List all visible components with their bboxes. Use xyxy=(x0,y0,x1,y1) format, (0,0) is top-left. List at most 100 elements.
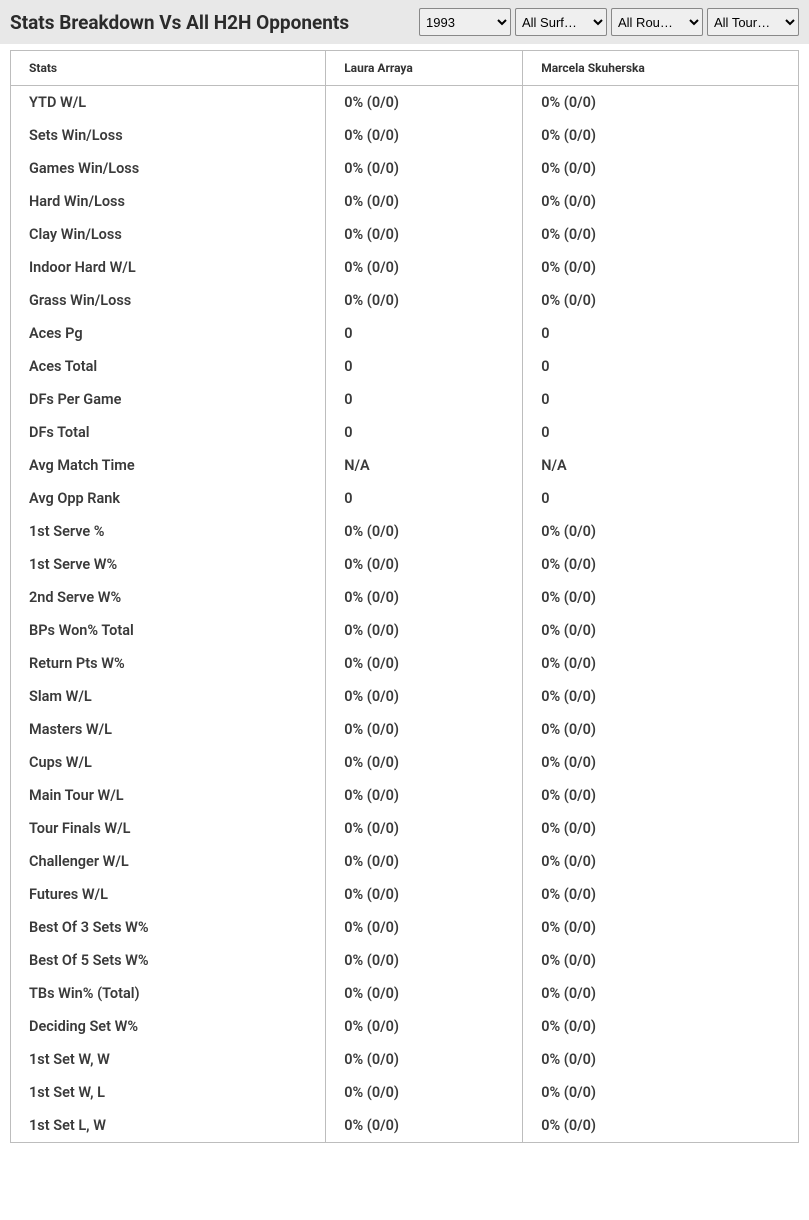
player1-value: 0% (0/0) xyxy=(326,185,523,218)
player1-value: 0 xyxy=(326,317,523,350)
table-row: Sets Win/Loss0% (0/0)0% (0/0) xyxy=(11,119,799,152)
player1-value: 0% (0/0) xyxy=(326,1076,523,1109)
table-row: Avg Match TimeN/AN/A xyxy=(11,449,799,482)
header-bar: Stats Breakdown Vs All H2H Opponents 199… xyxy=(0,0,809,44)
stat-label: Aces Total xyxy=(11,350,326,383)
player2-value: 0% (0/0) xyxy=(523,1076,799,1109)
player2-value: 0% (0/0) xyxy=(523,548,799,581)
player1-value: 0% (0/0) xyxy=(326,845,523,878)
player1-value: 0% (0/0) xyxy=(326,911,523,944)
table-row: Avg Opp Rank00 xyxy=(11,482,799,515)
table-row: Main Tour W/L0% (0/0)0% (0/0) xyxy=(11,779,799,812)
year-filter[interactable]: 1993 xyxy=(419,8,511,36)
stat-label: Main Tour W/L xyxy=(11,779,326,812)
player1-value: 0 xyxy=(326,416,523,449)
stat-label: Slam W/L xyxy=(11,680,326,713)
stat-label: Clay Win/Loss xyxy=(11,218,326,251)
stat-label: Masters W/L xyxy=(11,713,326,746)
player2-value: 0% (0/0) xyxy=(523,251,799,284)
player1-value: 0% (0/0) xyxy=(326,515,523,548)
stat-label: Avg Opp Rank xyxy=(11,482,326,515)
table-row: 2nd Serve W%0% (0/0)0% (0/0) xyxy=(11,581,799,614)
table-row: 1st Serve %0% (0/0)0% (0/0) xyxy=(11,515,799,548)
player2-value: 0% (0/0) xyxy=(523,218,799,251)
player1-value: 0% (0/0) xyxy=(326,284,523,317)
player2-value: 0 xyxy=(523,482,799,515)
table-row: 1st Set L, W0% (0/0)0% (0/0) xyxy=(11,1109,799,1143)
stat-label: DFs Per Game xyxy=(11,383,326,416)
player2-value: 0% (0/0) xyxy=(523,878,799,911)
player2-value: 0 xyxy=(523,383,799,416)
table-row: Indoor Hard W/L0% (0/0)0% (0/0) xyxy=(11,251,799,284)
stat-label: Futures W/L xyxy=(11,878,326,911)
table-row: Aces Total00 xyxy=(11,350,799,383)
player2-value: 0% (0/0) xyxy=(523,1010,799,1043)
table-row: Cups W/L0% (0/0)0% (0/0) xyxy=(11,746,799,779)
stat-label: Best Of 3 Sets W% xyxy=(11,911,326,944)
column-header-player2: Marcela Skuherska xyxy=(523,51,799,86)
stat-label: Avg Match Time xyxy=(11,449,326,482)
stat-label: Deciding Set W% xyxy=(11,1010,326,1043)
stat-label: 1st Serve % xyxy=(11,515,326,548)
player2-value: 0% (0/0) xyxy=(523,812,799,845)
player1-value: 0% (0/0) xyxy=(326,977,523,1010)
surface-filter[interactable]: All Surf… xyxy=(515,8,607,36)
table-row: DFs Total00 xyxy=(11,416,799,449)
stat-label: Tour Finals W/L xyxy=(11,812,326,845)
table-row: 1st Serve W%0% (0/0)0% (0/0) xyxy=(11,548,799,581)
stat-label: Indoor Hard W/L xyxy=(11,251,326,284)
player2-value: 0% (0/0) xyxy=(523,977,799,1010)
player1-value: 0% (0/0) xyxy=(326,680,523,713)
player1-value: 0% (0/0) xyxy=(326,1109,523,1143)
stat-label: Grass Win/Loss xyxy=(11,284,326,317)
round-filter[interactable]: All Rou… xyxy=(611,8,703,36)
player1-value: 0% (0/0) xyxy=(326,647,523,680)
table-row: Hard Win/Loss0% (0/0)0% (0/0) xyxy=(11,185,799,218)
player2-value: 0% (0/0) xyxy=(523,944,799,977)
player2-value: 0% (0/0) xyxy=(523,779,799,812)
table-row: Futures W/L0% (0/0)0% (0/0) xyxy=(11,878,799,911)
player1-value: 0% (0/0) xyxy=(326,1043,523,1076)
stat-label: YTD W/L xyxy=(11,86,326,120)
table-container: Stats Laura Arraya Marcela Skuherska YTD… xyxy=(0,44,809,1153)
player2-value: 0% (0/0) xyxy=(523,746,799,779)
player2-value: 0% (0/0) xyxy=(523,647,799,680)
tournament-filter[interactable]: All Tour… xyxy=(707,8,799,36)
player2-value: 0% (0/0) xyxy=(523,911,799,944)
stat-label: 1st Set W, L xyxy=(11,1076,326,1109)
player1-value: 0% (0/0) xyxy=(326,581,523,614)
table-row: Masters W/L0% (0/0)0% (0/0) xyxy=(11,713,799,746)
player2-value: 0% (0/0) xyxy=(523,119,799,152)
stat-label: Aces Pg xyxy=(11,317,326,350)
player2-value: 0% (0/0) xyxy=(523,152,799,185)
player1-value: 0% (0/0) xyxy=(326,779,523,812)
player1-value: 0% (0/0) xyxy=(326,86,523,120)
player2-value: 0% (0/0) xyxy=(523,284,799,317)
stats-table: Stats Laura Arraya Marcela Skuherska YTD… xyxy=(10,50,799,1143)
table-row: Challenger W/L0% (0/0)0% (0/0) xyxy=(11,845,799,878)
player2-value: 0% (0/0) xyxy=(523,614,799,647)
player1-value: 0% (0/0) xyxy=(326,119,523,152)
player2-value: 0% (0/0) xyxy=(523,185,799,218)
stat-label: BPs Won% Total xyxy=(11,614,326,647)
table-row: Deciding Set W%0% (0/0)0% (0/0) xyxy=(11,1010,799,1043)
table-row: BPs Won% Total0% (0/0)0% (0/0) xyxy=(11,614,799,647)
table-row: Best Of 5 Sets W%0% (0/0)0% (0/0) xyxy=(11,944,799,977)
player1-value: 0% (0/0) xyxy=(326,1010,523,1043)
player2-value: 0% (0/0) xyxy=(523,845,799,878)
table-header-row: Stats Laura Arraya Marcela Skuherska xyxy=(11,51,799,86)
table-row: Tour Finals W/L0% (0/0)0% (0/0) xyxy=(11,812,799,845)
stat-label: 1st Serve W% xyxy=(11,548,326,581)
player1-value: N/A xyxy=(326,449,523,482)
player1-value: 0% (0/0) xyxy=(326,614,523,647)
table-row: 1st Set W, W0% (0/0)0% (0/0) xyxy=(11,1043,799,1076)
player1-value: 0% (0/0) xyxy=(326,944,523,977)
table-row: Return Pts W%0% (0/0)0% (0/0) xyxy=(11,647,799,680)
table-row: Best Of 3 Sets W%0% (0/0)0% (0/0) xyxy=(11,911,799,944)
stat-label: 2nd Serve W% xyxy=(11,581,326,614)
stat-label: TBs Win% (Total) xyxy=(11,977,326,1010)
player1-value: 0% (0/0) xyxy=(326,548,523,581)
column-header-stats: Stats xyxy=(11,51,326,86)
player2-value: 0 xyxy=(523,416,799,449)
player2-value: 0 xyxy=(523,317,799,350)
